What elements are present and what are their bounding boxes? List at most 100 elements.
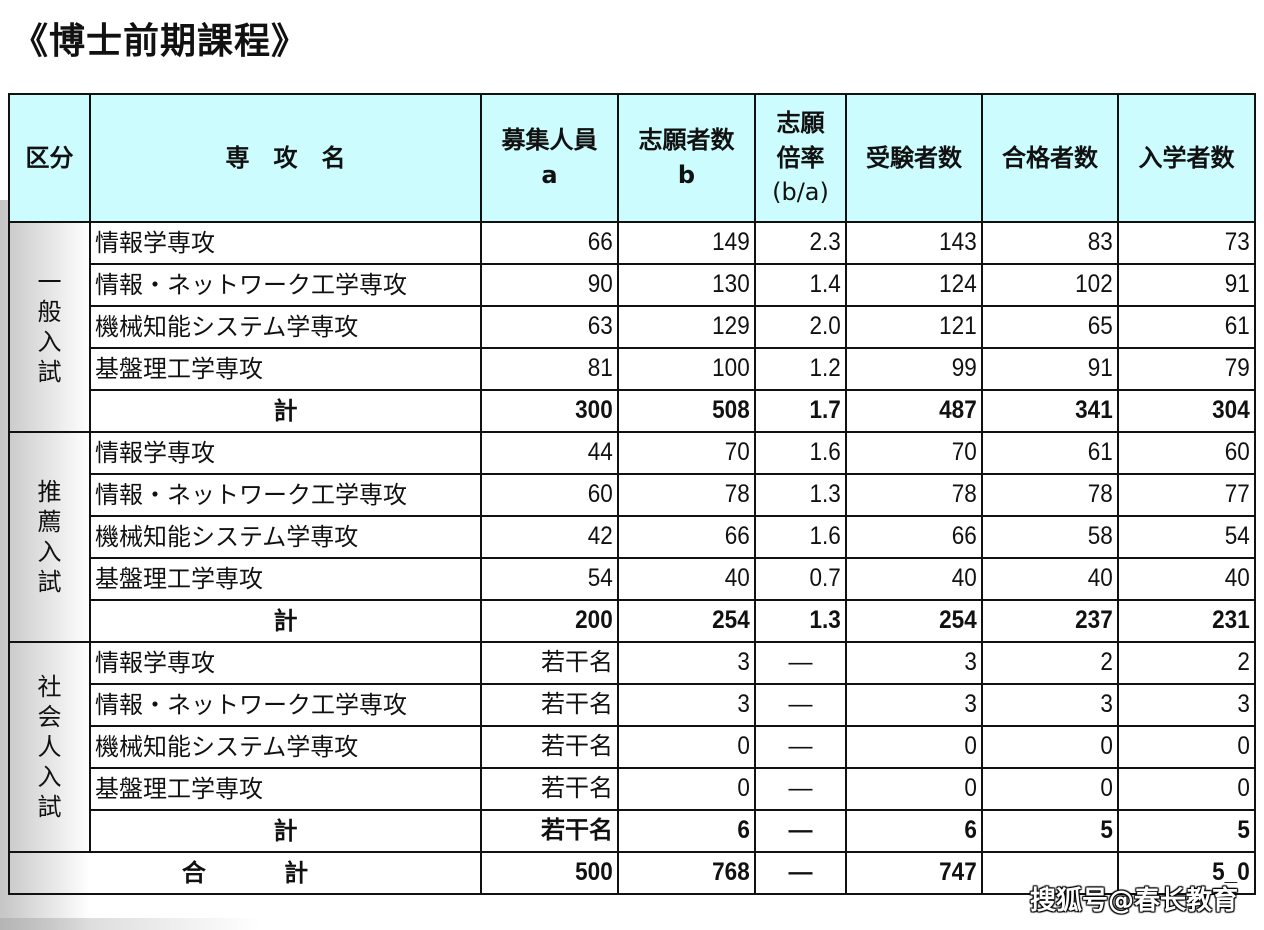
cell-examinees: 0: [845, 767, 983, 811]
cell-ratio-value: —: [788, 774, 813, 802]
cell-examinees-value: 124: [939, 270, 977, 299]
cell-ratio: 2.3: [754, 221, 847, 265]
cell-enrolled: 40: [1117, 557, 1256, 601]
subtotal-label: 計: [89, 809, 482, 853]
cell-examinees: 0: [845, 725, 983, 769]
cell-quota: 60: [480, 473, 619, 517]
cell-quota-value: 若干名: [541, 648, 613, 677]
cell-applicants-value: 768: [712, 858, 750, 887]
major-name: 情報・ネットワーク工学専攻: [89, 683, 482, 727]
cell-passed-value: 83: [1087, 228, 1113, 257]
cell-examinees: 70: [845, 431, 983, 475]
table-row: 一般入試 情報学専攻 66 149 2.3 143 83 73: [8, 221, 1256, 433]
cell-passed: 0: [981, 725, 1119, 769]
cell-applicants: 508: [617, 389, 756, 433]
cell-applicants: 100: [617, 347, 756, 391]
cell-examinees: 121: [845, 305, 983, 349]
cell-ratio-value: 1.6: [809, 438, 841, 467]
cell-enrolled-value: 77: [1224, 480, 1250, 509]
cell-passed: 83: [981, 221, 1119, 265]
cell-quota: 300: [480, 389, 619, 433]
cell-examinees: 99: [845, 347, 983, 391]
cell-applicants-value: 70: [724, 438, 750, 467]
cell-quota-value: 200: [575, 606, 613, 635]
major-name: 情報学専攻: [89, 431, 482, 475]
cell-applicants-value: 149: [712, 228, 750, 257]
cell-passed: 3: [981, 683, 1119, 727]
cell-enrolled: 5_0: [1117, 851, 1256, 895]
cell-passed-value: 237: [1075, 606, 1113, 635]
cell-ratio: 1.3: [754, 473, 847, 517]
cell-enrolled-value: 91: [1224, 270, 1250, 299]
cell-ratio-value: —: [788, 732, 813, 760]
cell-applicants: 40: [617, 557, 756, 601]
major-name: 情報・ネットワーク工学専攻: [89, 263, 482, 307]
cell-examinees-value: 78: [951, 480, 977, 509]
cell-quota: 若干名: [480, 683, 619, 727]
header-category: 区分: [8, 93, 91, 223]
major-name: 情報学専攻: [89, 221, 482, 265]
cell-quota-value: 若干名: [541, 774, 613, 803]
cell-quota-value: 60: [587, 480, 613, 509]
cell-ratio: 1.6: [754, 515, 847, 559]
cell-examinees: 487: [845, 389, 983, 433]
cell-passed: 61: [981, 431, 1119, 475]
cell-passed-value: 0: [1100, 732, 1113, 761]
cell-enrolled: 77: [1117, 473, 1256, 517]
cell-enrolled: 54: [1117, 515, 1256, 559]
cell-ratio: 1.7: [754, 389, 847, 433]
cell-examinees: 254: [845, 599, 983, 643]
cell-passed: 5: [981, 809, 1119, 853]
category-label: 推薦入試: [37, 478, 62, 596]
cell-examinees: 143: [845, 221, 983, 265]
cell-examinees-value: 66: [951, 522, 977, 551]
major-name: 基盤理工学専攻: [89, 767, 482, 811]
cell-enrolled: 61: [1117, 305, 1256, 349]
major-name: 機械知能システム学専攻: [89, 725, 482, 769]
cell-enrolled: 3: [1117, 683, 1256, 727]
cell-passed-value: 5: [1100, 816, 1113, 845]
cell-examinees-value: 3: [964, 690, 977, 719]
cell-examinees-value: 121: [939, 312, 977, 341]
cell-applicants: 6: [617, 809, 756, 853]
cell-passed-value: 2: [1100, 648, 1113, 677]
major-name: 機械知能システム学専攻: [89, 515, 482, 559]
grand-total-label: 合 計: [8, 851, 482, 895]
cell-quota: 63: [480, 305, 619, 349]
cell-applicants: 0: [617, 725, 756, 769]
table-row: 基盤理工学専攻 81 100 1.2 99 91 79: [9, 347, 1256, 391]
cell-passed: 91: [981, 347, 1119, 391]
cell-examinees-value: 254: [939, 606, 977, 635]
cell-quota: 若干名: [480, 725, 619, 769]
cell-examinees-value: 143: [939, 228, 977, 257]
cell-applicants-value: 129: [712, 312, 750, 341]
cell-enrolled: 0: [1117, 767, 1256, 811]
cell-applicants: 66: [617, 515, 756, 559]
bottom-edge-shadow: [0, 918, 260, 930]
header-applicants-line1: 志願者数: [638, 126, 735, 155]
cell-passed: 2: [981, 641, 1119, 685]
cell-applicants-value: 66: [724, 522, 750, 551]
cell-enrolled: 231: [1117, 599, 1256, 643]
cell-quota: 若干名: [480, 767, 619, 811]
cell-applicants-value: 130: [712, 270, 750, 299]
cell-applicants: 254: [617, 599, 756, 643]
cell-examinees-value: 3: [964, 648, 977, 677]
header-quota-line2: a: [541, 161, 558, 189]
cell-examinees-value: 99: [951, 354, 977, 383]
cell-enrolled-value: 5: [1237, 816, 1250, 845]
cell-ratio: —: [754, 851, 847, 895]
cell-ratio: 0.7: [754, 557, 847, 601]
cell-quota: 81: [480, 347, 619, 391]
category-label: 一般入試: [37, 268, 62, 386]
cell-enrolled: 5: [1117, 809, 1256, 853]
cell-ratio: —: [754, 809, 847, 853]
table-row: 機械知能システム学専攻 63 129 2.0 121 65 61: [9, 305, 1256, 349]
cell-quota-value: 若干名: [541, 690, 613, 719]
cell-ratio-value: 1.3: [809, 606, 841, 635]
major-name: 基盤理工学専攻: [89, 557, 482, 601]
watermark: 搜狐号@春长教育: [1030, 886, 1239, 916]
table-row: 情報・ネットワーク工学専攻 若干名 3 — 3 3 3: [9, 683, 1256, 727]
header-ratio: 志願 倍率 (b/a): [754, 93, 847, 223]
cell-ratio-value: 0.7: [809, 564, 841, 593]
